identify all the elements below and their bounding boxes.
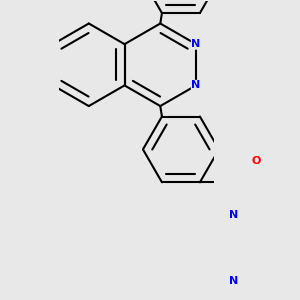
Text: N: N (229, 210, 239, 220)
Text: N: N (191, 39, 201, 49)
Text: N: N (229, 277, 239, 286)
Text: O: O (252, 156, 261, 166)
Text: N: N (191, 80, 201, 90)
